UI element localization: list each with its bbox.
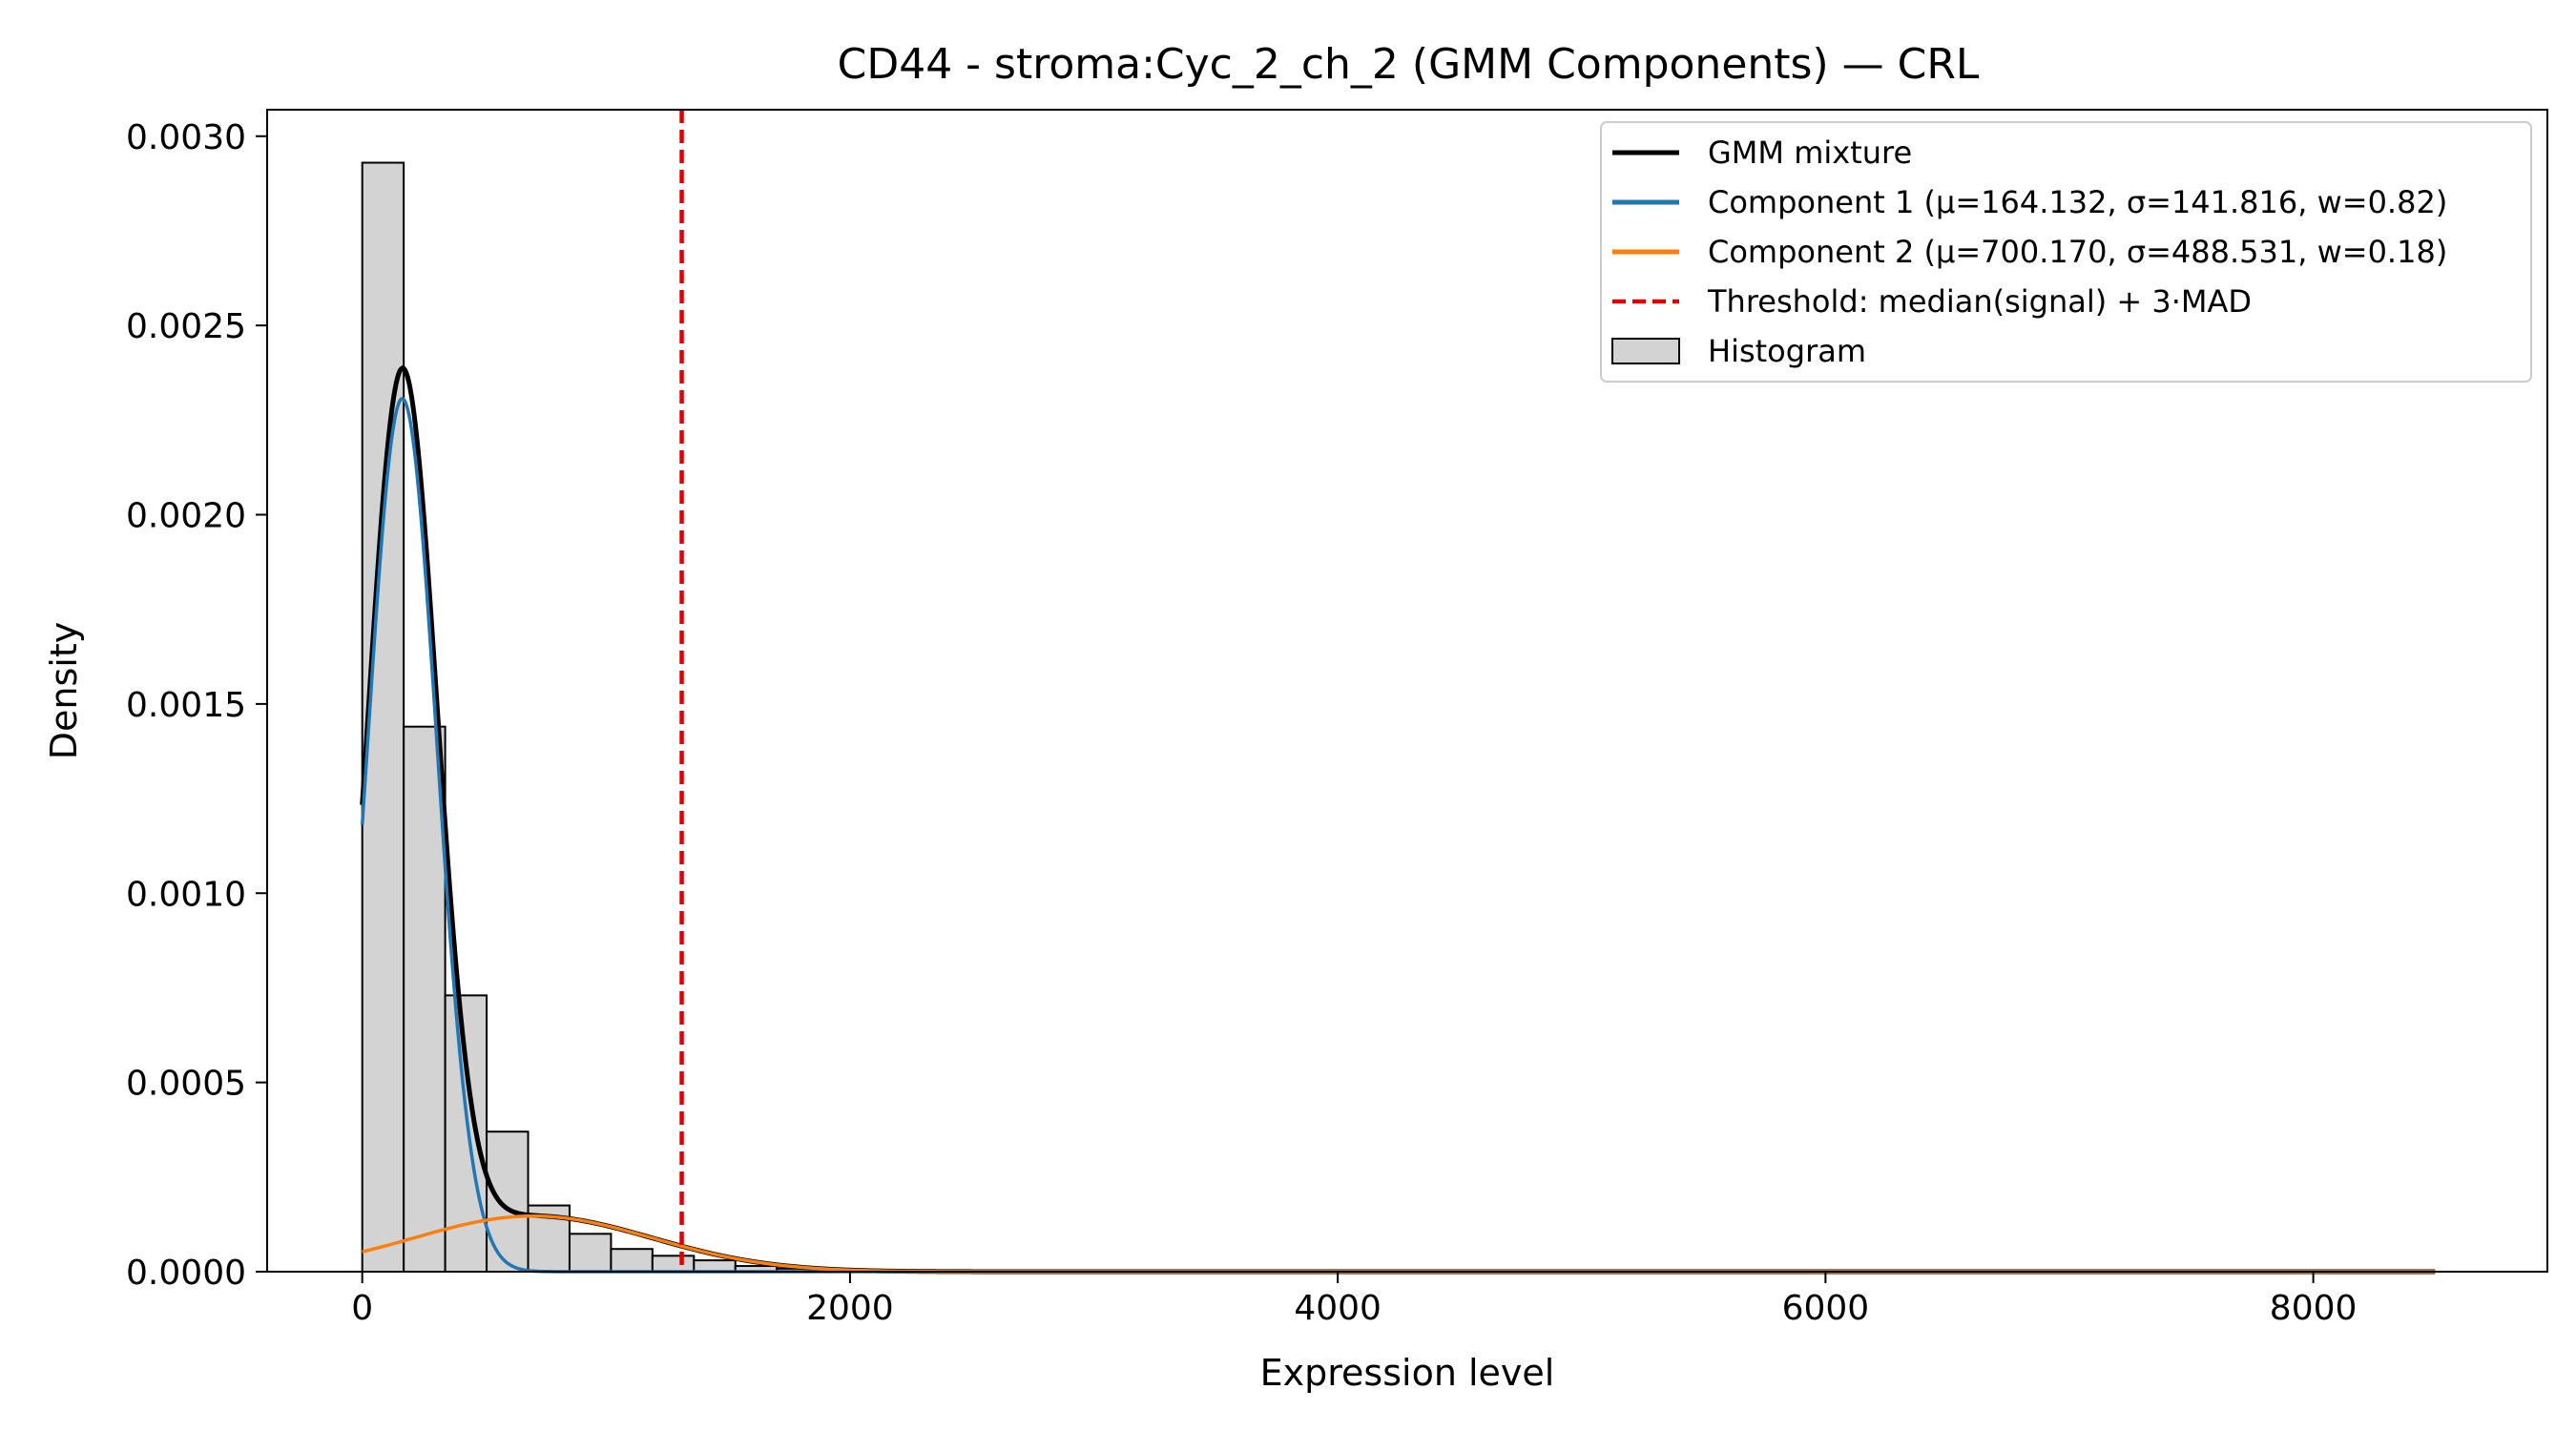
histogram-bar-7 xyxy=(651,1255,696,1273)
legend: GMM mixture Component 1 (μ=164.132, σ=141… xyxy=(1600,121,2532,383)
x-tick-label: 4000 xyxy=(1294,1289,1381,1328)
y-tick-label: 0.0000 xyxy=(126,1254,246,1293)
y-tick-label: 0.0005 xyxy=(126,1065,246,1104)
y-tick-label: 0.0025 xyxy=(126,307,246,346)
plot-frame xyxy=(266,109,2548,1273)
histogram-bar-1 xyxy=(403,725,447,1273)
legend-label-3: Threshold: median(signal) + 3·MAD xyxy=(1707,283,2252,320)
legend-label-0: GMM mixture xyxy=(1708,135,1912,171)
y-tick-label: 0.0010 xyxy=(126,875,246,914)
y-tick-label: 0.0015 xyxy=(126,686,246,725)
histogram-bar-6 xyxy=(610,1248,654,1273)
chart-title: CD44 - stroma:Cyc_2_ch_2 (GMM Components… xyxy=(838,40,1980,89)
histogram-bar-2 xyxy=(444,994,488,1273)
histogram-bar-8 xyxy=(693,1259,737,1274)
x-tick-label: 2000 xyxy=(806,1289,894,1328)
legend-label-4: Histogram xyxy=(1708,333,1866,369)
legend-swatch-histogram xyxy=(1611,338,1680,364)
x-tick-label: 8000 xyxy=(2270,1289,2358,1328)
y-tick-label: 0.0020 xyxy=(126,497,246,536)
legend-label-2: Component 2 (μ=700.170, σ=488.531, w=0.1… xyxy=(1708,234,2447,270)
y-axis-label: Density xyxy=(43,622,85,759)
histogram-bar-5 xyxy=(568,1233,613,1273)
x-tick-label: 6000 xyxy=(1782,1289,1870,1328)
legend-label-1: Component 1 (μ=164.132, σ=141.816, w=0.8… xyxy=(1708,184,2447,220)
x-tick-label: 0 xyxy=(351,1289,373,1328)
histogram-bar-3 xyxy=(486,1130,530,1273)
y-tick-label: 0.0030 xyxy=(126,118,246,157)
legend-frame xyxy=(1600,121,2532,383)
y-axis-ticks: 0.0000 0.0005 0.0010 0.0015 0.0020 0.0025 0.00… xyxy=(126,118,267,1293)
x-axis-ticks: 0 2000 4000 6000 8000 xyxy=(351,1272,2357,1328)
x-axis-label: Expression level xyxy=(1260,1352,1555,1394)
